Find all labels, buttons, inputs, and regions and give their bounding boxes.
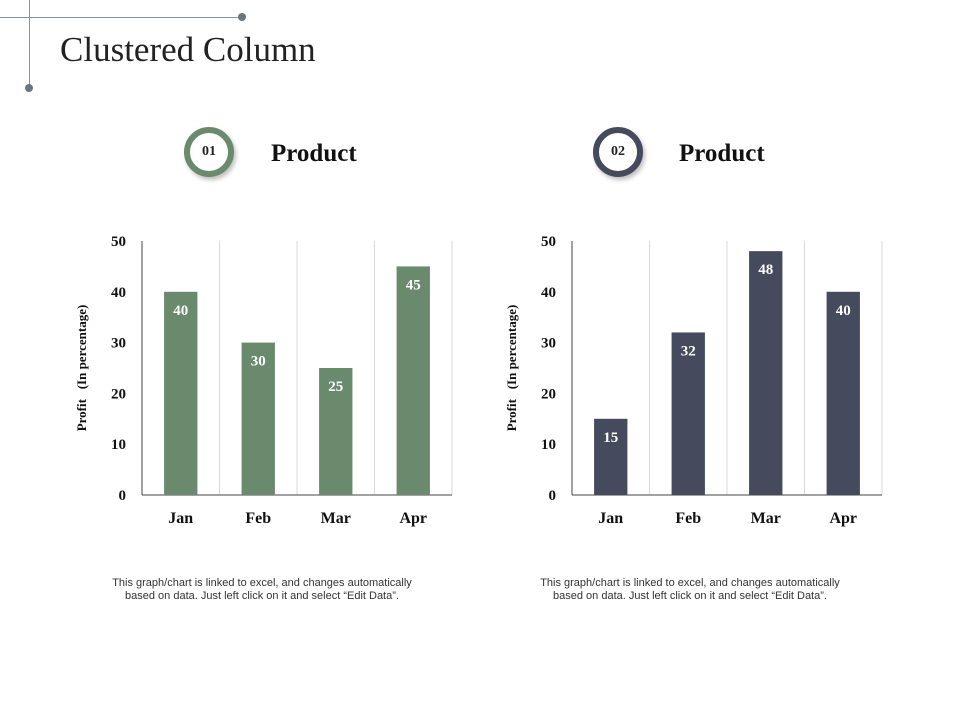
y-tick-label: 10 (541, 437, 556, 453)
y-tick-label: 0 (549, 488, 557, 504)
bar-value-label: 32 (681, 343, 696, 359)
y-tick-label: 40 (541, 285, 556, 301)
x-tick-label: Feb (245, 510, 271, 527)
x-tick-label: Apr (399, 510, 427, 527)
x-tick-label: Feb (675, 510, 701, 527)
y-tick-label: 30 (541, 336, 556, 352)
x-tick-label: Jan (168, 510, 193, 527)
column-chart-2[interactable]: 0 10 20 30 40 50 Profit (In percentage) 15 Jan 32… (500, 225, 900, 540)
decorative-line-vertical (29, 0, 30, 88)
bar (594, 418, 628, 495)
bar (164, 291, 198, 495)
bar-value-label: 48 (758, 262, 773, 278)
panel-heading: Product (271, 140, 357, 167)
y-tick-label: 20 (541, 386, 556, 402)
y-tick-label: 50 (111, 234, 126, 250)
y-tick-label: 30 (111, 336, 126, 352)
y-tick-label: 40 (111, 285, 126, 301)
bar-value-label: 25 (328, 379, 343, 395)
bar-value-label: 30 (251, 354, 266, 370)
x-tick-label: Mar (321, 510, 351, 527)
chart-svg[interactable]: 0 10 20 30 40 50 Profit (In percentage) 15 Jan 32… (500, 225, 900, 535)
bar (319, 368, 353, 495)
panel-number: 01 (202, 144, 216, 159)
column-chart-1[interactable]: 0 10 20 30 40 50 Profit (In percentage) 40 Jan 30… (70, 225, 470, 540)
bar (826, 291, 860, 495)
y-tick-label: 50 (541, 234, 556, 250)
chart-note: This graph/chart is linked to excel, and… (540, 577, 840, 602)
y-tick-label: 20 (111, 386, 126, 402)
bar-value-label: 40 (836, 303, 851, 319)
x-tick-label: Apr (829, 510, 857, 527)
decorative-line-horizontal (0, 17, 242, 18)
bar (396, 266, 430, 495)
panel-heading: Product (679, 140, 765, 167)
panel-number-badge: 02 (593, 127, 643, 177)
chart-svg[interactable]: 0 10 20 30 40 50 Profit (In percentage) 40 Jan 30… (70, 225, 470, 535)
bar-value-label: 45 (406, 277, 421, 293)
decorative-dot (238, 13, 246, 21)
y-axis-title: Profit (In percentage) (74, 305, 89, 432)
panel-number-badge: 01 (184, 127, 234, 177)
y-tick-label: 10 (111, 437, 126, 453)
bar (749, 251, 783, 495)
x-tick-label: Jan (598, 510, 623, 527)
bar-value-label: 40 (173, 303, 188, 319)
y-tick-label: 0 (119, 488, 127, 504)
page-title: Clustered Column (60, 30, 316, 69)
x-tick-label: Mar (751, 510, 781, 527)
y-axis-title: Profit (In percentage) (504, 305, 519, 432)
bar-value-label: 15 (603, 430, 618, 446)
bar (241, 342, 275, 495)
chart-note: This graph/chart is linked to excel, and… (112, 577, 412, 602)
decorative-dot (25, 84, 33, 92)
panel-number: 02 (611, 144, 625, 159)
bar (671, 332, 705, 495)
